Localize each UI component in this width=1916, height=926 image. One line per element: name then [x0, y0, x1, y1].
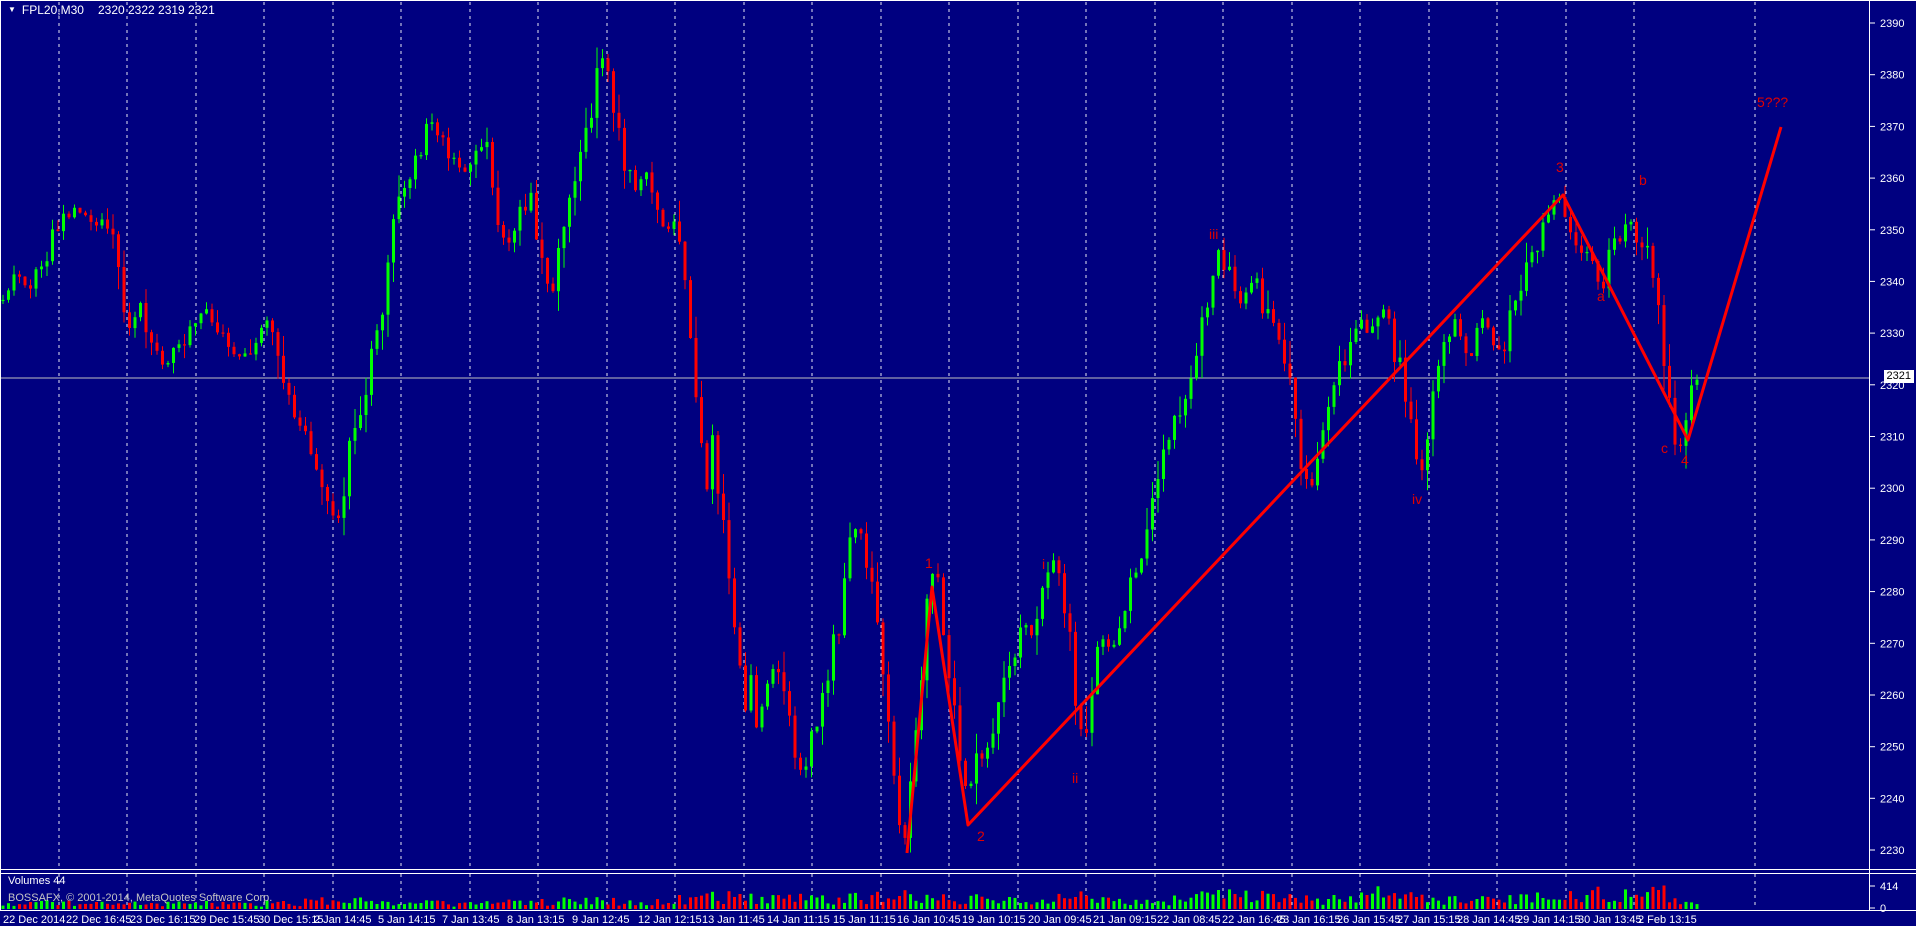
- wave-label-iii[interactable]: iii: [1209, 226, 1218, 242]
- time-tick-label: 2 Jan 14:45: [314, 914, 372, 926]
- time-tick-label: 23 Dec 16:15: [130, 914, 195, 926]
- price-tick-label: 2240: [1880, 793, 1904, 805]
- ohlc-readout: 2320 2322 2319 2321: [97, 3, 215, 17]
- price-tick-label: 2340: [1880, 276, 1904, 288]
- wave-label-b[interactable]: b: [1639, 172, 1647, 188]
- wave-label-2[interactable]: 2: [977, 828, 985, 844]
- price-tick-label: 2230: [1880, 845, 1904, 857]
- time-tick-label: 27 Jan 15:15: [1397, 914, 1461, 926]
- price-tick-label: 2260: [1880, 690, 1904, 702]
- wave-label-4[interactable]: 4: [1681, 452, 1689, 468]
- time-tick-label: 22 Dec 2014: [3, 914, 65, 926]
- time-tick-label: 28 Jan 14:45: [1457, 914, 1521, 926]
- time-tick-label: 30 Jan 13:45: [1578, 914, 1642, 926]
- price-tick-label: 2270: [1880, 638, 1904, 650]
- price-tick-label: 2300: [1880, 483, 1904, 495]
- price-tick-label: 2290: [1880, 535, 1904, 547]
- time-tick-label: 29 Jan 14:15: [1517, 914, 1581, 926]
- wave-label-i[interactable]: i: [1042, 556, 1045, 572]
- time-tick-label: 21 Jan 09:15: [1093, 914, 1157, 926]
- volume-axis: 414 0: [1869, 881, 1898, 915]
- time-tick-label: 15 Jan 11:15: [833, 914, 896, 926]
- time-tick-label: 22 Jan 08:45: [1157, 914, 1221, 926]
- symbol-period-label: FPL20,M30: [21, 3, 84, 17]
- time-tick-label: 16 Jan 10:45: [897, 914, 961, 926]
- price-tick-label: 2330: [1880, 328, 1904, 340]
- wave-label-1[interactable]: 1: [925, 555, 933, 571]
- candles-layer: [1, 47, 1699, 853]
- price-tick-label: 2350: [1880, 225, 1904, 237]
- price-tick-label: 2320: [1880, 380, 1904, 392]
- time-tick-label: 23 Jan 16:15: [1277, 914, 1341, 926]
- wave-label-3[interactable]: 3: [1556, 159, 1564, 175]
- time-tick-label: 22 Jan 16:45: [1222, 914, 1286, 926]
- wave-label-a[interactable]: a: [1597, 288, 1605, 304]
- time-tick-label: 22 Dec 16:45: [66, 914, 131, 926]
- time-tick-label: 14 Jan 11:15: [767, 914, 830, 926]
- volume-bars-layer: [1, 885, 1699, 909]
- time-tick-label: 9 Jan 12:45: [572, 914, 630, 926]
- wave-label-5qqq[interactable]: 5???: [1757, 94, 1788, 110]
- price-tick-label: 2390: [1880, 18, 1904, 30]
- volume-tick-label: 0: [1880, 903, 1886, 915]
- price-axis[interactable]: 2390 2380 2370 2360 2350 2340 2330 2320 2310 2300…: [1869, 18, 1904, 857]
- wave-label-c[interactable]: c: [1661, 440, 1668, 456]
- chart-title: ▼ FPL20,M30 2320 2322 2319 2321: [8, 3, 215, 17]
- time-tick-label: 19 Jan 10:15: [962, 914, 1026, 926]
- time-tick-label: 8 Jan 13:15: [507, 914, 565, 926]
- grid-layer: [58, 2, 1756, 909]
- time-tick-label: 20 Jan 09:45: [1028, 914, 1092, 926]
- volume-tick-label: 414: [1880, 881, 1898, 893]
- price-tick-label: 2280: [1880, 587, 1904, 599]
- wave-label-iv[interactable]: iv: [1412, 491, 1422, 507]
- price-tick-label: 2380: [1880, 70, 1904, 82]
- time-tick-label: 30 Dec 15:15: [258, 914, 323, 926]
- price-tick-label: 2370: [1880, 121, 1904, 133]
- time-tick-label: 2 Feb 13:15: [1638, 914, 1697, 926]
- pane-splitter[interactable]: [0, 869, 1916, 874]
- symbol-dropdown-icon[interactable]: ▼: [8, 5, 16, 14]
- time-tick-label: 26 Jan 15:45: [1337, 914, 1401, 926]
- time-tick-label: 12 Jan 12:15: [638, 914, 702, 926]
- time-tick-label: 29 Dec 15:45: [194, 914, 259, 926]
- price-tick-label: 2250: [1880, 742, 1904, 754]
- time-tick-label: 13 Jan 11:45: [702, 914, 765, 926]
- price-tick-label: 2310: [1880, 432, 1904, 444]
- elliott-trendline[interactable]: [905, 126, 1783, 854]
- time-tick-label: 5 Jan 14:15: [378, 914, 436, 926]
- price-tick-label: 2360: [1880, 173, 1904, 185]
- wave-label-ii[interactable]: ii: [1072, 770, 1078, 786]
- time-tick-label: 7 Jan 13:45: [442, 914, 500, 926]
